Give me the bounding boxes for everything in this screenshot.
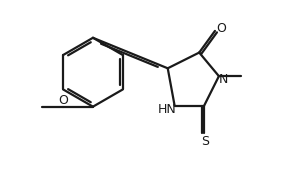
Text: N: N xyxy=(219,73,228,86)
Text: O: O xyxy=(216,22,226,35)
Text: methyl: methyl xyxy=(248,76,253,77)
Text: HN: HN xyxy=(157,103,176,116)
Text: S: S xyxy=(201,135,209,148)
Text: methyl: methyl xyxy=(246,77,251,78)
Text: O: O xyxy=(58,94,68,107)
Text: methoxy: methoxy xyxy=(30,106,36,107)
